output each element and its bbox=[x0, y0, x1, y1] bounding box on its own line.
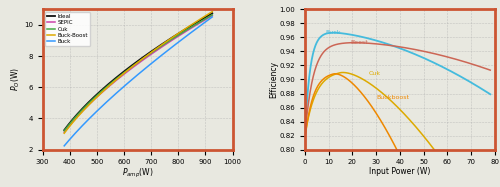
Line: Ideal: Ideal bbox=[64, 13, 212, 130]
Y-axis label: $P_O$(W): $P_O$(W) bbox=[10, 68, 22, 91]
Ideal bbox=[210, 12, 216, 14]
Buck-Boost bbox=[154, 47, 160, 49]
X-axis label: Input Power (W): Input Power (W) bbox=[369, 167, 430, 176]
Buck-Boost bbox=[61, 132, 67, 134]
Ideal bbox=[168, 37, 174, 39]
Legend: Ideal, SEPIC, Cuk, Buck-Boost, Buck: Ideal, SEPIC, Cuk, Buck-Boost, Buck bbox=[46, 12, 90, 46]
Cuk bbox=[169, 38, 175, 40]
Text: Boost: Boost bbox=[350, 40, 368, 45]
Line: SEPIC: SEPIC bbox=[64, 16, 212, 132]
Buck-Boost bbox=[168, 37, 174, 39]
Buck bbox=[169, 46, 175, 48]
Buck-Boost bbox=[79, 111, 85, 113]
Line: Buck-Boost: Buck-Boost bbox=[64, 12, 212, 133]
Cuk bbox=[154, 47, 160, 50]
Text: Buckboost: Buckboost bbox=[376, 95, 409, 100]
Buck bbox=[79, 125, 85, 127]
SEPIC bbox=[79, 111, 85, 113]
Buck bbox=[210, 16, 216, 18]
Buck bbox=[110, 96, 116, 98]
Cuk bbox=[110, 81, 116, 83]
Line: Buck: Buck bbox=[64, 17, 212, 146]
Buck bbox=[154, 58, 160, 60]
Cuk bbox=[168, 39, 174, 41]
Buck bbox=[61, 145, 67, 147]
SEPIC bbox=[120, 74, 126, 76]
Ideal bbox=[120, 71, 126, 73]
Buck bbox=[168, 47, 174, 49]
Ideal bbox=[110, 80, 116, 82]
SEPIC bbox=[154, 49, 160, 51]
Ideal bbox=[79, 108, 85, 110]
SEPIC bbox=[210, 14, 216, 17]
Buck bbox=[120, 86, 126, 88]
SEPIC bbox=[61, 131, 67, 134]
X-axis label: $P_{amp}$(W): $P_{amp}$(W) bbox=[122, 167, 154, 180]
Buck-Boost bbox=[169, 37, 175, 39]
SEPIC bbox=[110, 82, 116, 85]
Text: Buck: Buck bbox=[325, 30, 340, 35]
Ideal bbox=[154, 46, 160, 48]
Cuk bbox=[120, 72, 126, 75]
Text: Cuk: Cuk bbox=[369, 70, 381, 76]
Ideal bbox=[169, 37, 175, 39]
Cuk bbox=[61, 130, 67, 132]
Buck-Boost bbox=[120, 73, 126, 75]
SEPIC bbox=[168, 40, 174, 42]
Line: Cuk: Cuk bbox=[64, 15, 212, 131]
SEPIC bbox=[169, 39, 175, 42]
Cuk bbox=[79, 109, 85, 111]
Buck-Boost bbox=[110, 82, 116, 84]
Y-axis label: Efficiency: Efficiency bbox=[269, 61, 278, 98]
Cuk bbox=[210, 14, 216, 16]
Ideal bbox=[61, 129, 67, 131]
Buck-Boost bbox=[210, 10, 216, 13]
